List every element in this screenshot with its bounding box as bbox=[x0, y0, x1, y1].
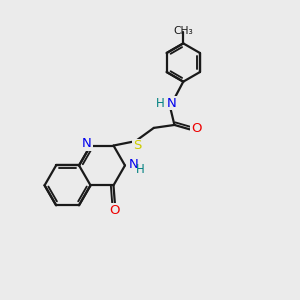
Text: N: N bbox=[82, 137, 92, 150]
Text: S: S bbox=[133, 139, 141, 152]
Text: H: H bbox=[156, 97, 165, 110]
Text: N: N bbox=[167, 97, 176, 110]
Text: N: N bbox=[128, 158, 138, 171]
Text: O: O bbox=[109, 204, 120, 217]
Text: O: O bbox=[191, 122, 202, 135]
Text: H: H bbox=[136, 163, 145, 176]
Text: CH₃: CH₃ bbox=[173, 26, 193, 36]
